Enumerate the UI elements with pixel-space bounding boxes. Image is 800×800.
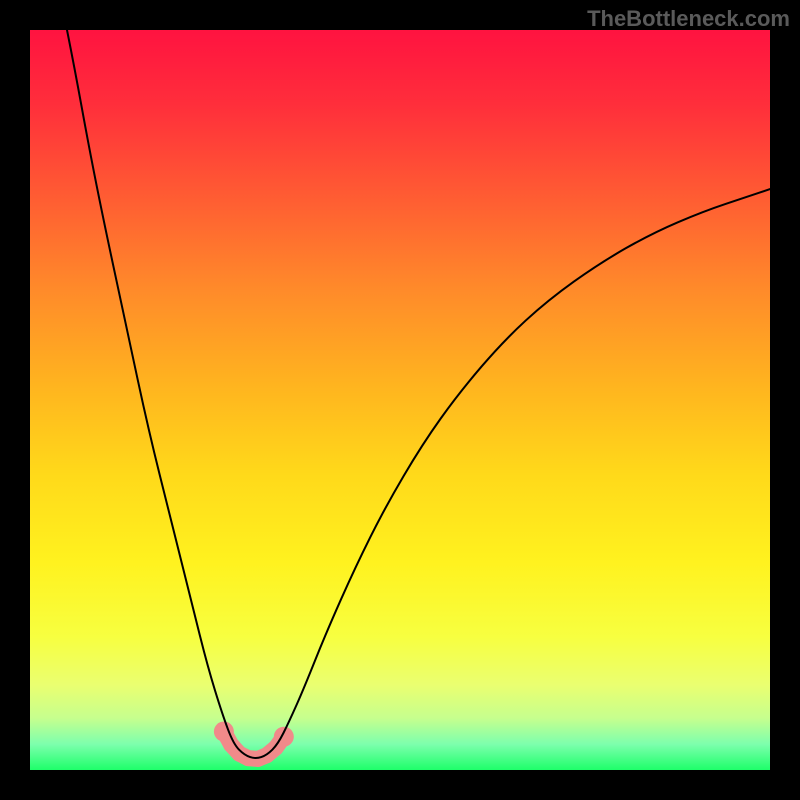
gradient-background: [30, 30, 770, 770]
plot-svg: [30, 30, 770, 770]
watermark-text: TheBottleneck.com: [587, 6, 790, 32]
plot-area: [30, 30, 770, 770]
chart-frame: [0, 0, 800, 800]
